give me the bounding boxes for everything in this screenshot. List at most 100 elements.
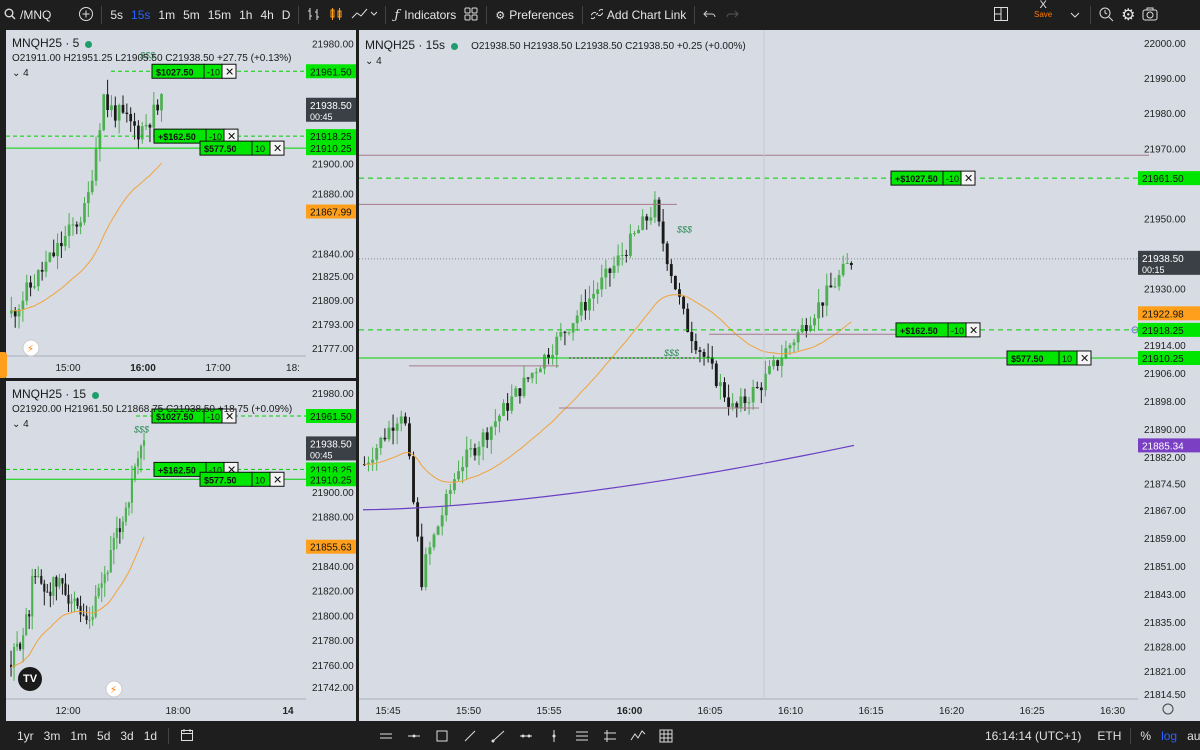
chart-canvas-15s[interactable]: 22000.00 21990.00 21980.00 21970.00 21961.50… — [359, 30, 1200, 721]
ray-icon — [491, 730, 505, 743]
log-toggle[interactable]: log — [1161, 729, 1178, 743]
preferences-button[interactable]: ⚙ Preferences — [491, 0, 578, 30]
fib-tool[interactable] — [568, 725, 596, 747]
candle — [144, 124, 148, 127]
line-style-button[interactable] — [347, 4, 381, 26]
layout-button[interactable] — [990, 4, 1012, 26]
candle — [67, 224, 71, 236]
candle — [796, 332, 800, 343]
price-tick-label: 21882.00 — [1144, 453, 1186, 464]
indicator-collapse[interactable]: ⌄ 4 — [12, 68, 29, 79]
symbol-label: /MNQ — [20, 8, 52, 22]
compare-symbol-button[interactable] — [75, 4, 97, 26]
path-tool[interactable] — [624, 725, 652, 747]
price-tick-label: 21980.00 — [312, 40, 354, 51]
timeframe-15m[interactable]: 15m — [207, 8, 232, 22]
chart-canvas-15min[interactable]: 21980.00 21961.50 21938.50 21918.2521910.25… — [6, 381, 356, 721]
chart-panel-15s[interactable]: 22000.00 21990.00 21980.00 21970.00 21961.50… — [359, 30, 1200, 721]
tag-purple-ma-bg — [1138, 438, 1200, 453]
add-chart-link-button[interactable]: Add Chart Link — [587, 0, 690, 30]
top-order-close-box — [221, 63, 237, 79]
candle — [510, 396, 514, 411]
candles-style-button[interactable] — [325, 4, 347, 26]
price-tick-label: 21840.00 — [312, 562, 354, 573]
chart-canvas-5min[interactable]: 21980.00 21961.50 21938.50 21918.2521910.25… — [6, 30, 356, 378]
session-toggle[interactable]: ETH — [1097, 729, 1122, 743]
ray-tool[interactable] — [484, 725, 512, 747]
range-5d[interactable]: 5d — [97, 729, 111, 743]
indicator-collapse[interactable]: ⌄ 4 — [365, 56, 382, 67]
bar-style-button[interactable] — [303, 4, 325, 26]
date-range-button[interactable] — [175, 728, 199, 745]
candle — [117, 104, 121, 121]
indicator-count: 4 — [376, 56, 382, 67]
camera-button[interactable] — [1139, 4, 1161, 26]
trendline-tool[interactable] — [456, 725, 484, 747]
timeframe-1m[interactable]: 1m — [158, 8, 176, 22]
undo-button[interactable] — [699, 4, 721, 26]
indicator-collapse[interactable]: ⌄ 4 — [12, 419, 29, 430]
last-price-bg — [306, 97, 356, 122]
table-tool[interactable] — [652, 725, 680, 747]
range-3d[interactable]: 3d — [120, 729, 134, 743]
candle — [130, 478, 134, 503]
segment-tool[interactable] — [512, 725, 540, 747]
candle — [555, 336, 559, 355]
save-x: X — [1039, 0, 1047, 11]
range-1m[interactable]: 1m — [70, 729, 88, 743]
link-icon — [589, 8, 604, 23]
pitchfork-tool[interactable] — [596, 725, 624, 747]
range-3m[interactable]: 3m — [43, 729, 61, 743]
indicators-button[interactable]: ƒ Indicators — [390, 0, 460, 30]
timeframe-4h[interactable]: 4h — [260, 8, 274, 22]
candle — [399, 416, 403, 424]
candle — [133, 121, 136, 126]
save-menu-button[interactable] — [1064, 4, 1086, 26]
status-dot — [85, 40, 93, 48]
quick-search-button[interactable] — [1095, 4, 1117, 26]
symbol-search[interactable]: /MNQ — [0, 0, 55, 30]
candle — [743, 396, 747, 404]
percent-toggle[interactable]: % — [1140, 729, 1152, 743]
chart-panel-5min[interactable]: 21980.00 21961.50 21938.50 21918.2521910.25… — [6, 30, 356, 378]
candle — [121, 104, 125, 113]
timeframe-D[interactable]: D — [281, 8, 291, 22]
candle — [142, 440, 146, 446]
hline-tool[interactable] — [400, 725, 428, 747]
segment-icon — [520, 734, 532, 738]
plot-area — [6, 30, 306, 356]
purple-moving-average — [362, 444, 855, 511]
target-order-close-box — [960, 170, 976, 186]
candle — [804, 325, 808, 331]
timeframe-5s[interactable]: 5s — [110, 8, 124, 22]
timeframe-15s[interactable]: 15s — [131, 8, 151, 22]
timeframe-1h[interactable]: 1h — [239, 8, 253, 22]
cursor-tool[interactable] — [372, 725, 400, 747]
time-tick-label: 16:00 — [130, 363, 156, 374]
add-chart-link-label: Add Chart Link — [606, 8, 687, 22]
side-panel-handle[interactable] — [0, 352, 7, 378]
timeframe-5m[interactable]: 5m — [183, 8, 200, 22]
box-tool[interactable] — [428, 725, 456, 747]
templates-button[interactable] — [460, 4, 482, 26]
candle — [518, 388, 522, 397]
save-button[interactable]: X Save — [1030, 0, 1056, 30]
range-1d[interactable]: 1d — [143, 729, 158, 743]
auto-toggle[interactable]: auto — [1187, 729, 1200, 743]
dollar-marker: $$$ — [663, 348, 680, 358]
candle — [60, 242, 63, 247]
tag-purple-ma: 21885.34 — [1142, 441, 1184, 452]
range-1yr[interactable]: 1yr — [17, 729, 34, 743]
countdown: 00:45 — [310, 450, 333, 460]
redo-button[interactable] — [721, 4, 743, 26]
candle — [845, 263, 849, 265]
settings-button[interactable]: ⚙ — [1117, 4, 1139, 26]
tag-orange-ma: 21867.99 — [310, 208, 352, 219]
vline-tool[interactable] — [540, 725, 568, 747]
position-close-icon: ✕ — [1080, 353, 1089, 365]
candle — [48, 252, 52, 262]
tag-position-bg — [306, 472, 356, 487]
chart-panel-15min[interactable]: 21980.00 21961.50 21938.50 21918.2521910.25… — [6, 381, 356, 721]
price-tick-label: 21900.00 — [312, 160, 354, 171]
dollar-marker: $$$ — [676, 225, 693, 235]
